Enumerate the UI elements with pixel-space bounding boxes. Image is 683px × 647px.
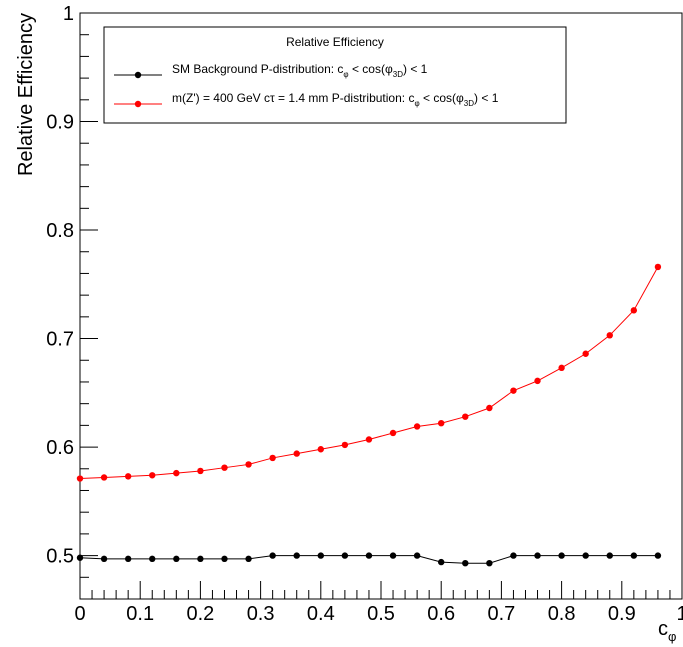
series-0-point <box>654 552 662 559</box>
series-1-point <box>438 420 445 427</box>
y-tick-label: 0.7 <box>46 329 74 351</box>
series-1-point <box>365 436 373 443</box>
series-1-point <box>245 461 252 468</box>
series-1-point <box>462 413 469 420</box>
series-0-point <box>221 555 228 563</box>
y-tick-label: 0.6 <box>46 437 74 459</box>
series-1-point <box>221 464 228 471</box>
x-axis-title-sub: φ <box>668 629 676 644</box>
legend-box <box>103 26 567 124</box>
series-1-point <box>124 473 132 480</box>
legend-label-0-mid: < cos(φ <box>349 62 393 76</box>
y-tick-label: 0.9 <box>46 112 74 134</box>
legend-title: Relative Efficiency <box>286 35 384 49</box>
series-0-point <box>100 555 108 563</box>
legend-label-0-sub1: φ <box>343 70 348 79</box>
legend: Relative Efficiency SM Background P-dist… <box>103 26 567 124</box>
legend-label-0-sub2: 3D <box>393 70 403 79</box>
x-tick-label: 0 <box>74 603 85 625</box>
series-1-point <box>100 474 108 481</box>
series-1-point <box>197 467 204 475</box>
x-tick-label: 0.7 <box>487 603 515 625</box>
series-1-point <box>582 350 589 357</box>
series-1-point <box>558 364 565 372</box>
series-0-point <box>173 555 180 563</box>
series-1-point <box>606 332 613 339</box>
series-0-point <box>582 552 589 559</box>
x-tick-label: 0.1 <box>126 603 154 625</box>
x-tick-label: 0.3 <box>247 603 275 625</box>
x-axis-ticks: 0 0.1 0.2 0.3 0.4 0.5 0.6 0.7 0.8 0.9 1 <box>74 581 683 625</box>
series-0-point <box>438 558 445 566</box>
series-1-point <box>510 387 517 394</box>
legend-label-0-end: ) < 1 <box>403 62 428 76</box>
series-1-point <box>654 263 662 271</box>
series-0-point <box>413 552 421 559</box>
legend-label-1-sub1: φ <box>414 99 419 108</box>
y-tick-label: 1 <box>63 3 74 25</box>
series-layer <box>76 263 662 567</box>
series-0-point <box>365 552 373 559</box>
series-1-point <box>389 429 397 437</box>
y-axis-ticks: 0.5 0.6 0.7 0.8 0.9 1 <box>46 3 98 600</box>
legend-label-1-end: ) < 1 <box>474 91 499 105</box>
x-tick-label: 0.9 <box>608 603 636 625</box>
series-0-point <box>486 559 493 567</box>
y-tick-label: 0.5 <box>46 546 74 568</box>
series-0-point <box>76 554 84 561</box>
series-0-point <box>197 555 204 563</box>
legend-label-1-mid: < cos(φ <box>420 91 464 105</box>
series-1-point <box>341 441 349 449</box>
series-1-point <box>317 446 324 453</box>
x-tick-label: 0.6 <box>427 603 455 625</box>
x-tick-label: 0.8 <box>548 603 576 625</box>
x-axis-title: cφ <box>658 618 676 644</box>
series-1-point <box>413 423 421 430</box>
series-0-point <box>630 552 638 559</box>
series-line-1 <box>79 266 659 480</box>
x-tick-label: 0.2 <box>186 603 214 625</box>
series-0-point <box>389 552 397 559</box>
legend-label-1-sub2: 3D <box>464 99 474 108</box>
series-1-point <box>173 469 180 477</box>
legend-label-1: m(Z') = 400 GeV cτ = 1.4 mm P-distributi… <box>172 91 499 108</box>
series-0-point <box>149 555 156 563</box>
series-1-point <box>269 454 276 462</box>
legend-label-0-main: SM Background P-distribution: c <box>172 62 343 76</box>
series-0-point <box>510 552 517 559</box>
series-0-point <box>124 555 132 563</box>
series-1-point <box>486 404 493 412</box>
series-0-point <box>245 555 252 563</box>
series-0-point <box>606 552 613 559</box>
legend-marker-0 <box>134 71 142 79</box>
series-1-point <box>293 450 300 457</box>
series-0-point <box>558 552 565 559</box>
x-tick-label: 0.5 <box>367 603 395 625</box>
legend-label-1-main: m(Z') = 400 GeV cτ = 1.4 mm P-distributi… <box>172 91 414 105</box>
x-axis-title-main: c <box>658 618 668 640</box>
x-tick-label: 0.4 <box>307 603 335 625</box>
series-1-point <box>76 475 84 482</box>
series-0-point <box>293 552 300 559</box>
series-1-point <box>630 307 638 314</box>
series-0-point <box>317 552 324 559</box>
y-tick-label: 0.8 <box>46 220 74 242</box>
series-1-point <box>534 377 541 385</box>
legend-label-0: SM Background P-distribution: cφ < cos(φ… <box>172 62 428 79</box>
series-0-point <box>269 552 276 559</box>
legend-marker-1 <box>134 100 142 108</box>
series-0-point <box>462 559 469 567</box>
series-0-point <box>534 552 541 559</box>
series-0-point <box>341 552 349 559</box>
series-1-point <box>149 472 156 479</box>
x-tick-label: 1 <box>676 603 683 625</box>
y-axis-title: Relative Efficiency <box>15 13 37 176</box>
